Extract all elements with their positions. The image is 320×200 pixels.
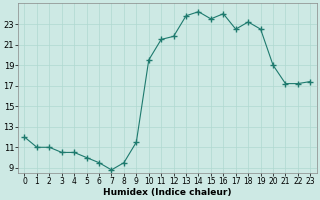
X-axis label: Humidex (Indice chaleur): Humidex (Indice chaleur) xyxy=(103,188,232,197)
